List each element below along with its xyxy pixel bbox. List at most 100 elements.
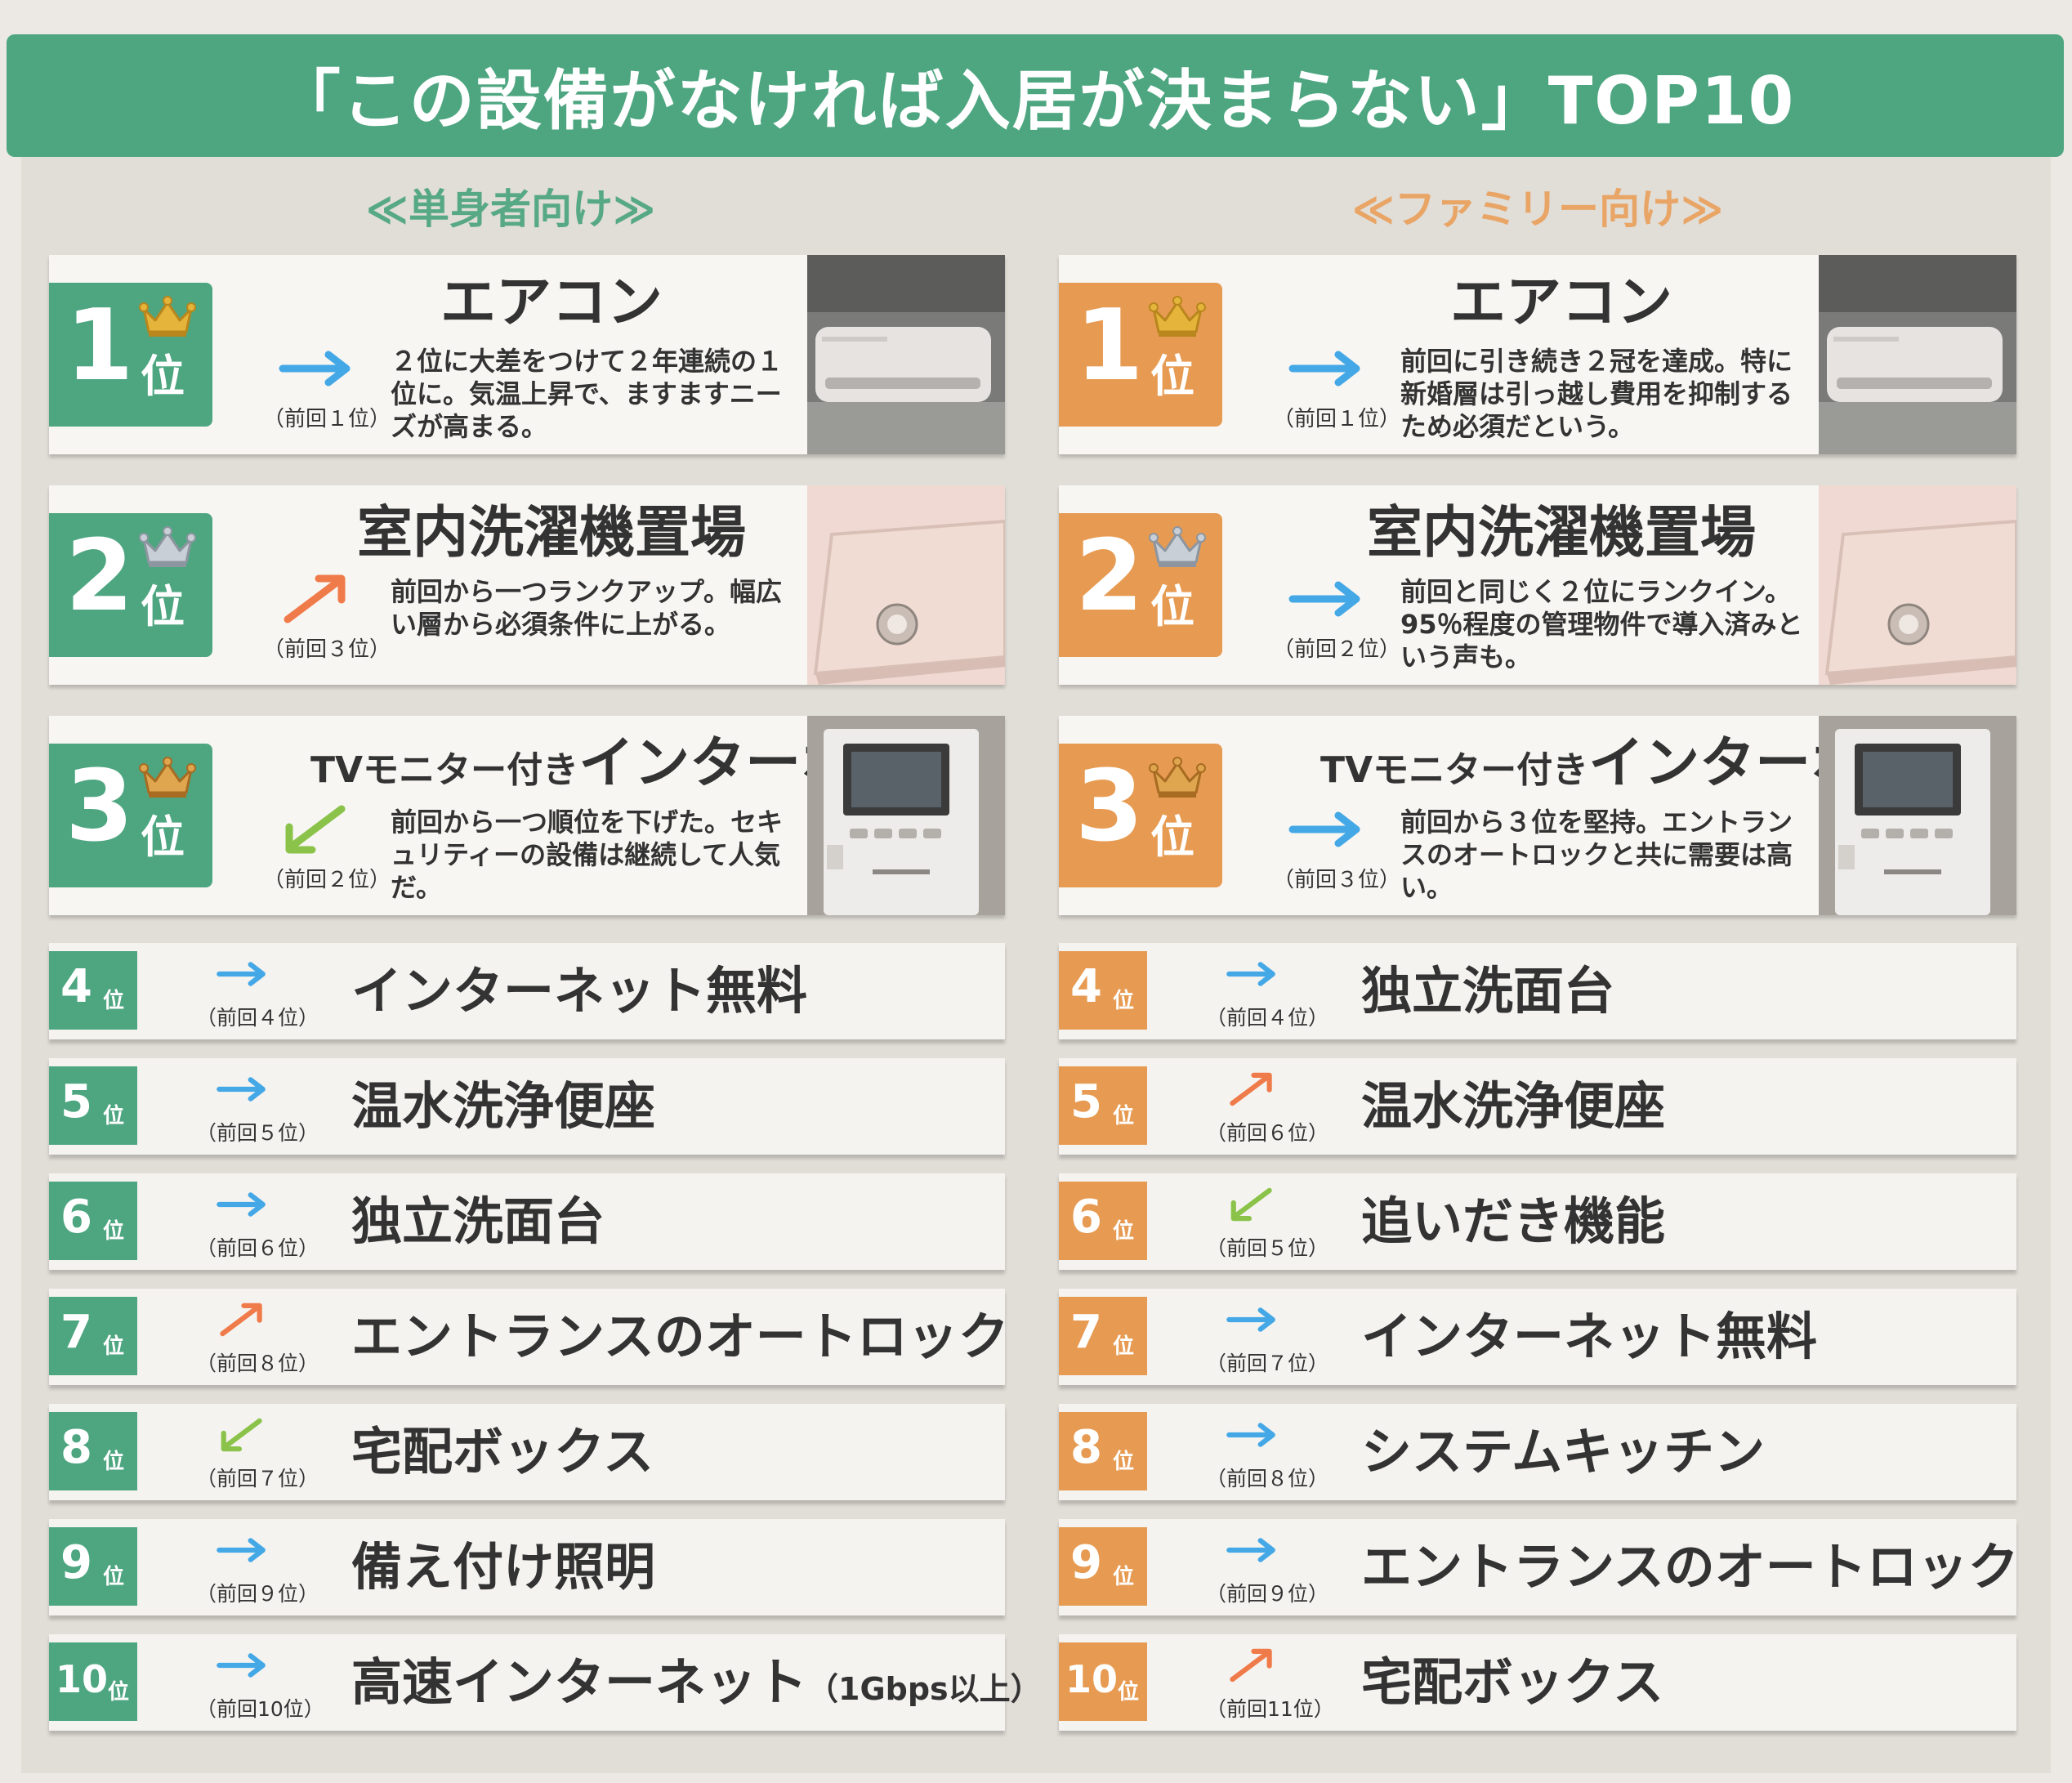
trend-same-arrow-icon xyxy=(1222,1531,1279,1570)
rank-number: 10 xyxy=(1065,1657,1119,1701)
rank-unit: 位 xyxy=(1113,989,1135,1013)
trend-up-arrow-icon xyxy=(1222,1070,1279,1109)
item-description: 前回に引き続き２冠を達成。特に新婚層は引っ越し費用を抑制するため必須だという。 xyxy=(1400,346,1793,442)
bronze-crown-icon xyxy=(139,757,196,799)
item-name-note: （1Gbps以上） xyxy=(807,1671,1042,1707)
washing-machine-pan-photo xyxy=(807,485,1007,685)
rank-number: 5 xyxy=(1070,1075,1102,1128)
previous-rank: （前回10位） xyxy=(196,1697,324,1721)
item-name-main: 温水洗浄便座 xyxy=(351,1076,656,1136)
rank-number: 10 xyxy=(56,1657,109,1701)
previous-rank: （前回５位） xyxy=(196,1121,319,1145)
item-name: TVモニター付きインターホン xyxy=(310,731,912,798)
previous-rank: （前回７位） xyxy=(196,1467,319,1490)
rank-unit: 位 xyxy=(1113,1334,1135,1359)
rank-unit: 位 xyxy=(103,989,125,1013)
item-name: エントランスのオートロック xyxy=(351,1307,1009,1367)
trend-same-arrow-icon xyxy=(1222,1415,1279,1455)
rank-unit: 位 xyxy=(1113,1219,1135,1244)
rank-number: 9 xyxy=(1070,1536,1102,1589)
trend-down-arrow-icon xyxy=(212,1415,270,1455)
washing-machine-pan-photo xyxy=(1819,485,2018,685)
item-name: インターネット無料 xyxy=(351,961,807,1021)
item-name-main: 温水洗浄便座 xyxy=(1361,1076,1666,1136)
rank-row: 10 位 （前回11位） 宅配ボックス xyxy=(1059,1634,2016,1731)
item-name: インターネット無料 xyxy=(1361,1307,1817,1367)
item-name-prefix: TVモニター付き xyxy=(310,749,579,791)
rank-number: 8 xyxy=(1070,1421,1102,1474)
item-name: エントランスのオートロック xyxy=(1361,1537,2019,1598)
top-rank-card: 3 位 （前回３位） TVモニター付きインターホン 前回から３位を堅持。エントランスのオ… xyxy=(1059,716,2016,915)
previous-rank: （前回１位） xyxy=(263,407,391,431)
previous-rank: （前回４位） xyxy=(1206,1006,1329,1030)
rank-unit: 位 xyxy=(141,581,185,632)
trend-same-arrow-icon xyxy=(1222,954,1279,994)
top-rank-card: 3 位 （前回２位） TVモニター付きインターホン前回から一つ順位を下げた。セキュリテ… xyxy=(49,716,1005,915)
rank-unit: 位 xyxy=(1113,1565,1135,1589)
rank-number: 1 xyxy=(1075,289,1144,403)
rank-row: 5 位 （前回５位） 温水洗浄便座 xyxy=(49,1058,1005,1155)
trend-same-arrow-icon xyxy=(212,1070,270,1109)
item-name-main: 室内洗濯機置場 xyxy=(356,501,746,565)
silver-crown-icon xyxy=(1149,526,1206,569)
trend-same-arrow-icon xyxy=(1284,340,1365,397)
rank-unit: 位 xyxy=(103,1219,125,1244)
rank-row: 9 位 （前回９位） 備え付け照明 xyxy=(49,1519,1005,1615)
rank-number: 1 xyxy=(65,289,134,403)
item-description: 前回から一つ順位を下げた。セキュリティーの設備は継続して人気だ。 xyxy=(391,807,784,903)
item-name-main: 宅配ボックス xyxy=(1361,1652,1664,1712)
previous-rank: （前回９位） xyxy=(1206,1582,1329,1606)
rank-row: 7 位 （前回７位） インターネット無料 xyxy=(1059,1289,2016,1385)
rank-unit: 位 xyxy=(1150,811,1195,863)
item-name-main: 独立洗面台 xyxy=(1361,961,1615,1021)
rank-unit: 位 xyxy=(1113,1104,1135,1128)
previous-rank: （前回４位） xyxy=(196,1006,319,1030)
rank-row: 5 位 （前回６位） 温水洗浄便座 xyxy=(1059,1058,2016,1155)
trend-up-arrow-icon xyxy=(274,570,355,628)
rank-unit: 位 xyxy=(1113,1450,1135,1474)
previous-rank: （前回２位） xyxy=(1273,637,1401,662)
rank-unit: 位 xyxy=(1118,1680,1140,1705)
item-name-main: 追いだき機能 xyxy=(1361,1191,1666,1251)
single-section-heading: ≪単身者向け≫ xyxy=(365,185,656,233)
rank-number: 4 xyxy=(60,960,92,1013)
item-name-prefix: TVモニター付き xyxy=(1320,749,1589,791)
rank-row: 8 位 （前回８位） システムキッチン xyxy=(1059,1404,2016,1500)
trend-same-arrow-icon xyxy=(1284,570,1365,628)
rank-number: 3 xyxy=(1075,750,1144,864)
rank-badge: 10 位 xyxy=(1059,1642,1147,1721)
trend-same-arrow-icon xyxy=(1284,801,1365,858)
top-rank-card: 1 位 （前回１位） エアコン 前回に引き続き２冠を達成。特に新婚層は引っ越し費用を抑制… xyxy=(1059,255,2016,454)
rank-row: 4 位 （前回４位） 独立洗面台 xyxy=(1059,943,2016,1039)
rank-number: 6 xyxy=(60,1191,92,1244)
rank-row: 6 位 （前回６位） 独立洗面台 xyxy=(49,1173,1005,1270)
item-name-main: 独立洗面台 xyxy=(351,1191,605,1251)
rank-unit: 位 xyxy=(141,351,185,402)
rank-unit: 位 xyxy=(141,811,185,863)
previous-rank: （前回11位） xyxy=(1206,1697,1334,1721)
trend-same-arrow-icon xyxy=(212,954,270,994)
rank-number: 2 xyxy=(1075,520,1144,633)
rank-row: 4 位 （前回４位） インターネット無料 xyxy=(49,943,1005,1039)
top-rank-card: 2 位 （前回２位） 室内洗濯機置場 前回と同じく２位にランクイン。95％程度の管理物件… xyxy=(1059,485,2018,685)
item-name: TVモニター付きインターホン xyxy=(1320,731,1922,798)
gold-crown-icon xyxy=(1149,296,1206,338)
previous-rank: （前回２位） xyxy=(263,868,391,892)
previous-rank: （前回７位） xyxy=(1206,1352,1329,1375)
item-name-main: 室内洗濯機置場 xyxy=(1366,501,1756,565)
page-title: 「この設備がなければ入居が決まらない」TOP10 xyxy=(275,63,1796,139)
item-name: エアコン xyxy=(1320,270,1802,337)
rank-unit: 位 xyxy=(103,1104,125,1128)
rank-number: 5 xyxy=(60,1075,92,1128)
top-rank-card: 1 位 （前回１位） エアコン ２位に大差をつけて２年連続の１位に。気温上昇で、ますます… xyxy=(49,255,1005,454)
